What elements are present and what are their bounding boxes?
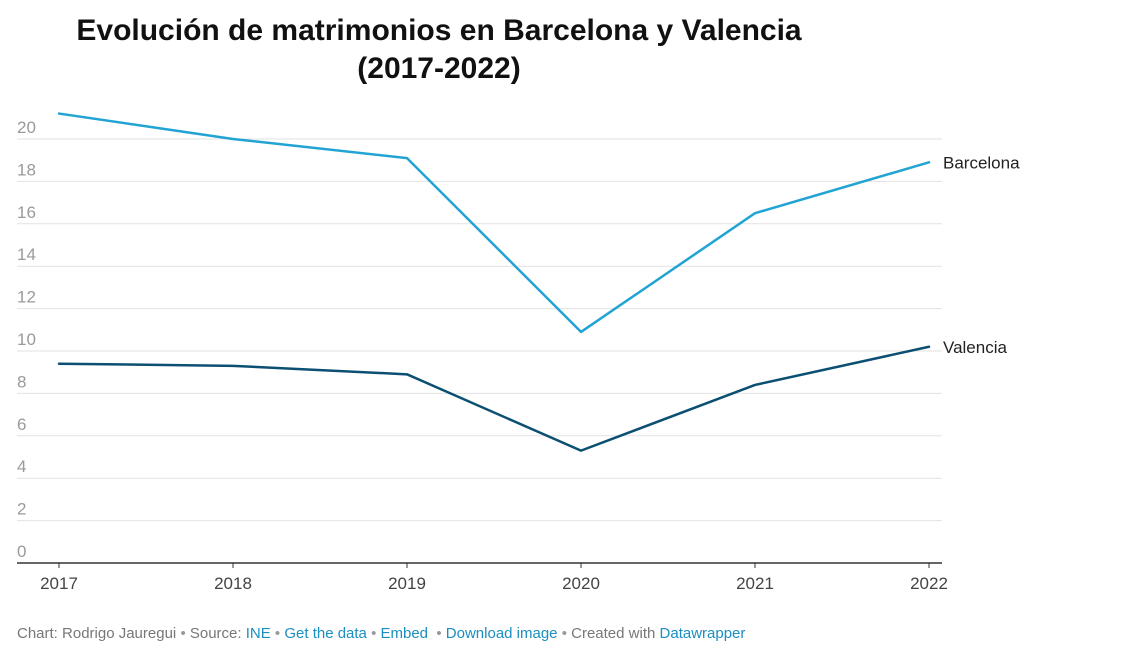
series-label-valencia: Valencia — [943, 338, 1007, 357]
footer-source-link[interactable]: INE — [245, 625, 271, 642]
x-tick-label: 2018 — [214, 574, 252, 593]
series-labels: Barcelona Valencia — [943, 153, 1020, 356]
chart-title: Evolución de matrimonios en Barcelona y … — [0, 12, 878, 88]
y-tick-label: 8 — [17, 372, 26, 391]
footer-separator: • — [561, 625, 572, 642]
download-image-link[interactable]: Download image — [445, 625, 558, 642]
y-tick-label: 18 — [17, 160, 36, 179]
chart-title-line-2: (2017-2022) — [357, 52, 521, 85]
footer-chart-by: Chart: Rodrigo Jauregui — [17, 625, 177, 642]
y-tick-label: 20 — [17, 118, 36, 137]
x-tick-label: 2017 — [40, 574, 78, 593]
chart-footer: Chart: Rodrigo Jauregui • Source: INE • … — [17, 625, 745, 642]
footer-separator: • — [274, 625, 285, 642]
x-tick-label: 2021 — [736, 574, 774, 593]
x-tick-label: 2020 — [562, 574, 600, 593]
footer-separator: • — [371, 625, 381, 642]
x-tick-label: 2022 — [910, 574, 948, 593]
y-tick-label: 2 — [17, 500, 26, 519]
x-axis-ticks: 2017 2018 2019 2020 2021 2022 — [40, 563, 948, 593]
y-tick-label: 12 — [17, 288, 36, 307]
series-lines — [57, 112, 931, 452]
y-tick-label: 4 — [17, 457, 26, 476]
footer-separator: • — [432, 625, 446, 642]
footer-separator: • — [180, 625, 190, 642]
y-tick-label: 10 — [17, 330, 36, 349]
y-tick-label: 16 — [17, 203, 36, 222]
series-label-barcelona: Barcelona — [943, 153, 1020, 172]
y-tick-label: 6 — [17, 415, 26, 434]
y-tick-label: 0 — [17, 542, 26, 561]
footer-source-label: Source: — [189, 625, 242, 642]
y-axis-ticks: 0 2 4 6 8 10 12 14 16 18 20 — [17, 118, 36, 561]
get-data-link[interactable]: Get the data — [284, 625, 367, 642]
series-line-barcelona — [57, 112, 931, 334]
x-tick-label: 2019 — [388, 574, 426, 593]
chart-title-line-1: Evolución de matrimonios en Barcelona y … — [76, 14, 802, 47]
y-tick-label: 14 — [17, 245, 36, 264]
embed-link[interactable]: Embed — [380, 625, 429, 642]
datawrapper-link[interactable]: Datawrapper — [659, 625, 746, 642]
series-line-valencia — [57, 345, 931, 452]
grid-lines — [17, 138, 942, 564]
footer-created-with: Created with — [571, 625, 656, 642]
